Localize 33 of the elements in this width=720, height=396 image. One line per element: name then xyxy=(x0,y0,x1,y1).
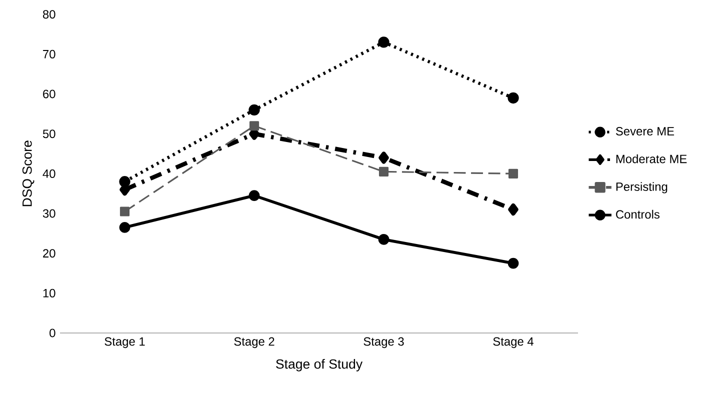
point xyxy=(378,166,389,176)
y-tick-label: 50 xyxy=(42,130,56,138)
y-axis-title: DSQ Score xyxy=(22,140,34,206)
legend-label: Persisting xyxy=(616,182,668,194)
point xyxy=(508,203,518,216)
point xyxy=(378,152,389,164)
y-tick-label: 20 xyxy=(43,249,56,258)
point xyxy=(508,92,519,104)
point xyxy=(249,121,260,131)
point xyxy=(120,206,130,216)
point xyxy=(248,104,260,116)
point xyxy=(378,36,390,48)
x-axis-title: Stage of Study xyxy=(276,358,363,372)
point xyxy=(508,168,518,178)
point xyxy=(119,222,130,233)
y-tick-label: 10 xyxy=(43,288,56,298)
x-tick-label: Stage 1 xyxy=(104,337,145,348)
x-tick-label: Stage 2 xyxy=(234,337,274,348)
x-tick-label: Stage 3 xyxy=(364,337,404,348)
point xyxy=(248,190,260,202)
point xyxy=(119,176,130,188)
point xyxy=(378,234,390,245)
legend-label: Severe ME xyxy=(616,127,674,136)
y-tick-label: 0 xyxy=(50,328,56,338)
y-tick-label: 40 xyxy=(42,169,56,178)
y-tick-label: 60 xyxy=(43,90,56,98)
x-tick-label: Stage 4 xyxy=(493,337,534,348)
legend-label: Moderate ME xyxy=(616,154,687,164)
legend-label: Controls xyxy=(616,210,660,219)
y-tick-label: 30 xyxy=(42,209,56,218)
y-tick-label: 70 xyxy=(43,50,56,58)
y-tick-label: 80 xyxy=(42,10,56,19)
point xyxy=(508,258,519,269)
